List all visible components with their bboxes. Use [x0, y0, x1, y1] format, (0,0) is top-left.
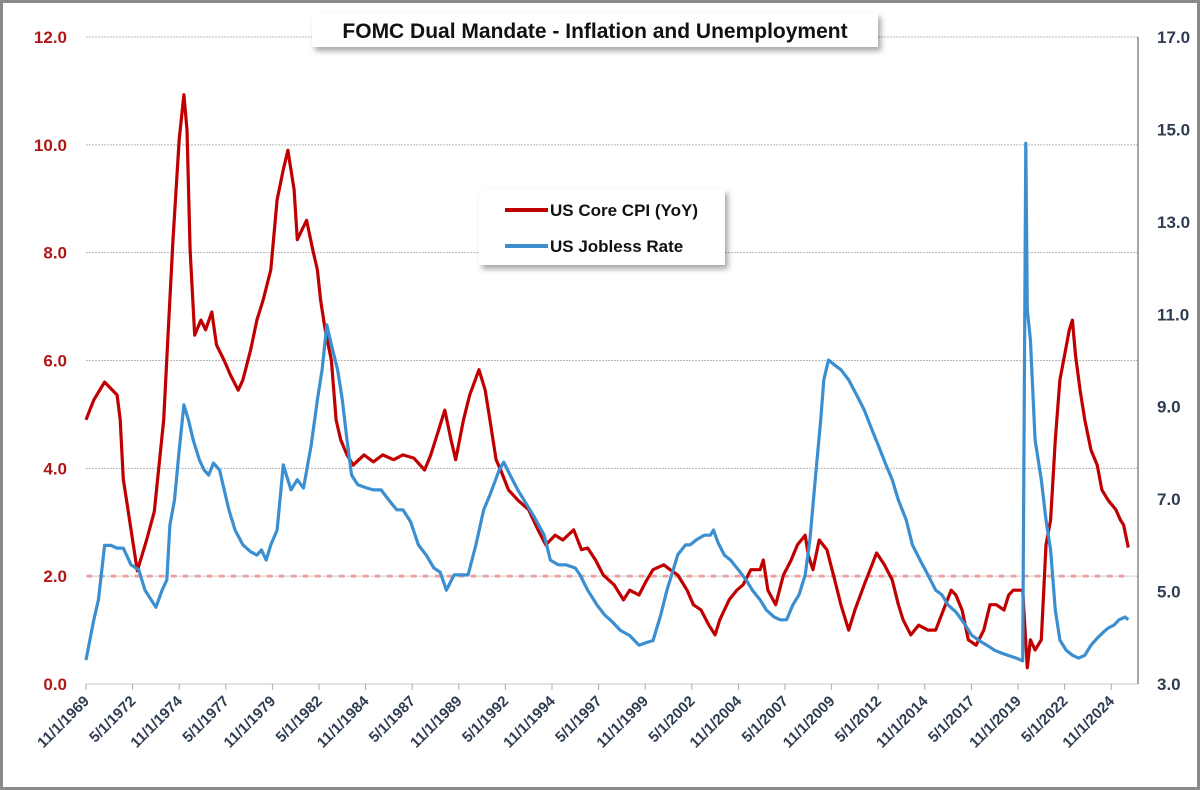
chart-title: FOMC Dual Mandate - Inflation and Unempl…	[342, 20, 847, 43]
x-tick-label: 11/1/1994	[500, 692, 559, 751]
x-tick-label: 11/1/2024	[1059, 692, 1118, 751]
right-tick-label: 13.0	[1157, 213, 1190, 232]
chart-title-box: FOMC Dual Mandate - Inflation and Unempl…	[312, 13, 878, 47]
legend-label-jobless-rate: US Jobless Rate	[550, 237, 683, 256]
series-line-core-cpi	[84, 93, 1130, 670]
x-tick-label: 11/1/2014	[873, 692, 932, 751]
left-tick-label: 6.0	[43, 352, 67, 371]
series-line-jobless-rate	[84, 141, 1130, 663]
x-tick-label: 11/1/1984	[314, 692, 373, 751]
left-tick-label: 10.0	[34, 136, 67, 155]
left-tick-label: 4.0	[43, 459, 67, 478]
left-tick-label: 8.0	[43, 244, 67, 263]
left-axis: 0.0 2.0 4.0 6.0 8.0 10.0 12.0	[34, 28, 67, 694]
right-tick-label: 5.0	[1157, 583, 1181, 602]
right-axis: 3.0 5.0 7.0 9.0 11.0 13.0 15.0 17.0	[1157, 28, 1190, 694]
x-tick-label: 11/1/1974	[127, 692, 186, 751]
legend: US Core CPI (YoY) US Jobless Rate	[479, 189, 725, 265]
series-lines	[84, 93, 1130, 670]
x-tick-label: 11/1/1969	[34, 693, 93, 752]
right-tick-label: 7.0	[1157, 490, 1181, 509]
x-axis: 11/1/19695/1/197211/1/19745/1/197711/1/1…	[34, 684, 1118, 751]
legend-label-core-cpi: US Core CPI (YoY)	[550, 201, 698, 220]
right-tick-label: 3.0	[1157, 675, 1181, 694]
right-tick-label: 15.0	[1157, 120, 1190, 139]
left-tick-label: 0.0	[43, 675, 67, 694]
gridlines	[86, 36, 1138, 685]
right-tick-label: 9.0	[1157, 398, 1181, 417]
x-tick-label: 11/1/2004	[687, 692, 746, 751]
left-tick-label: 12.0	[34, 28, 67, 47]
left-tick-label: 2.0	[43, 567, 67, 586]
right-tick-label: 17.0	[1157, 28, 1190, 47]
right-tick-label: 11.0	[1157, 305, 1189, 324]
